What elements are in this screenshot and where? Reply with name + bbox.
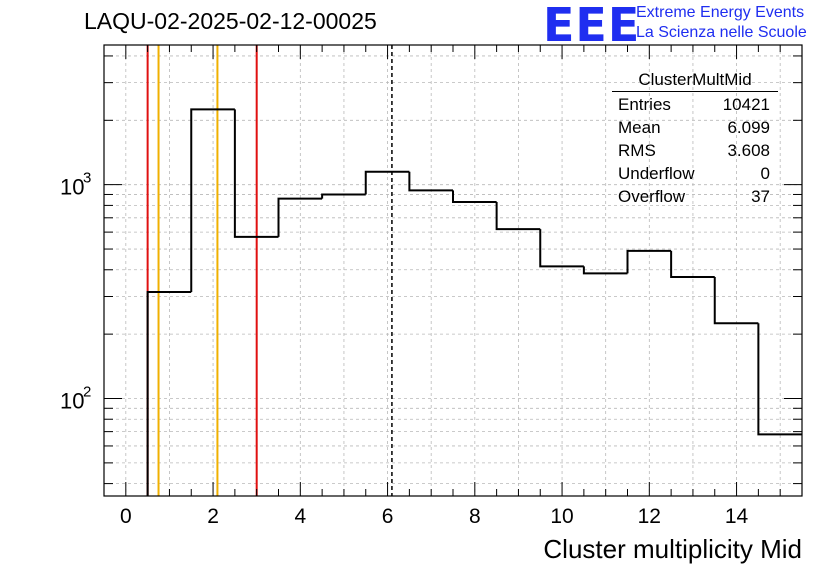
histogram-bin [364,170,410,195]
histogram-bin [757,323,802,436]
y-tick-label: 10 [60,175,84,200]
histogram-bin [495,201,541,231]
y-tick-label: 10 [60,389,84,414]
stats-label: Overflow [618,187,686,206]
logo-tagline-1: Extreme Energy Events [636,4,805,21]
histogram-bin [626,249,672,274]
histogram-bin [146,290,192,496]
histogram-bin [539,229,584,268]
histogram-bin [190,108,235,292]
x-tick-label: 2 [207,505,219,528]
stats-value: 3.608 [727,141,770,160]
stats-value: 6.099 [727,118,770,137]
stats-value: 0 [760,164,770,183]
stats-row-overflow: Overflow 37 [612,185,778,208]
stats-row-underflow: Underflow 0 [612,162,778,185]
eee-logo: EEE [543,0,641,52]
histogram-bin [408,171,453,192]
histogram-bin [233,109,279,238]
stats-value: 10421 [722,95,770,114]
x-tick-label: 0 [120,505,132,528]
x-tick-label: 14 [725,505,749,528]
chart-title: LAQU-02-2025-02-12-00025 [84,8,377,34]
stats-value: 37 [751,187,770,206]
x-tick-label: 10 [550,505,573,528]
y-tick-exponent: 3 [83,170,91,187]
stats-box: ClusterMultMid Entries 10421 Mean 6.099 … [612,70,778,208]
stats-row-rms: RMS 3.608 [612,139,778,162]
stats-title: ClusterMultMid [612,70,778,92]
histogram-bin [670,250,715,279]
histogram-bin [277,197,323,237]
stats-row-mean: Mean 6.099 [612,116,778,139]
x-tick-label: 4 [294,505,306,528]
x-tick-label: 6 [382,505,394,528]
histogram-bin [582,266,628,275]
stats-label: Mean [618,118,661,137]
histogram-bin [713,277,759,325]
x-tick-label: 8 [469,505,481,528]
y-tick-exponent: 2 [83,384,91,401]
histogram-bins [146,108,802,496]
histogram-bin [452,190,497,203]
x-axis-label: Cluster multiplicity Mid [543,534,802,564]
axis-ticks [103,45,803,496]
stats-label: Entries [618,95,671,114]
stats-label: RMS [618,141,656,160]
marker-lines [146,45,393,496]
logo-tagline-2: La Scienza nelle Scuole [636,24,807,41]
stats-row-entries: Entries 10421 [612,93,778,116]
x-tick-label: 12 [638,505,661,528]
histogram-bin [321,193,366,199]
stats-label: Underflow [618,164,695,183]
